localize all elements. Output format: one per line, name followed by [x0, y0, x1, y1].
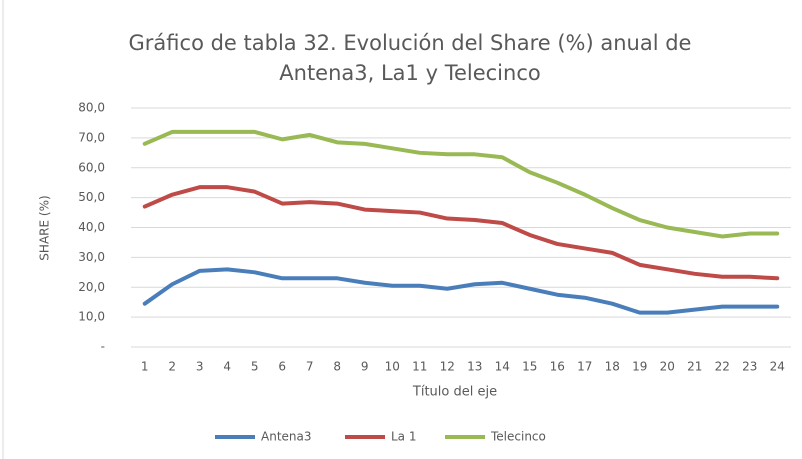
x-axis-label: Título del eje — [412, 385, 497, 400]
x-tick-label: 24 — [770, 360, 785, 374]
y-tick-label: 40,0 — [78, 220, 105, 234]
series-line — [142, 185, 780, 281]
y-tick-label: 30,0 — [78, 250, 105, 264]
y-tick-label: - — [101, 340, 105, 354]
y-tick-label: 20,0 — [78, 280, 105, 294]
x-tick-label: 8 — [333, 360, 341, 374]
legend-label: Antena3 — [261, 430, 312, 444]
x-tick-label: 2 — [168, 360, 176, 374]
x-tick-label: 21 — [687, 360, 702, 374]
x-tick-label: 4 — [223, 360, 231, 374]
chart-title: Gráfico de tabla 32. Evolución del Share… — [129, 31, 692, 55]
x-tick-label: 3 — [196, 360, 204, 374]
x-tick-label: 9 — [361, 360, 369, 374]
x-tick-label: 19 — [632, 360, 647, 374]
x-tick-label: 16 — [550, 360, 565, 374]
x-tick-label: 18 — [605, 360, 620, 374]
x-tick-label: 15 — [522, 360, 537, 374]
x-tick-label: 11 — [412, 360, 427, 374]
x-tick-label: 5 — [251, 360, 259, 374]
series-line — [142, 267, 780, 315]
x-tick-label: 20 — [660, 360, 675, 374]
x-tick-label: 6 — [278, 360, 286, 374]
y-tick-label: 70,0 — [78, 130, 105, 144]
x-tick-label: 12 — [440, 360, 455, 374]
x-tick-label: 1 — [141, 360, 149, 374]
y-tick-label: 80,0 — [78, 101, 105, 115]
x-tick-label: 23 — [742, 360, 757, 374]
y-tick-label: 10,0 — [78, 310, 105, 324]
series-line — [142, 129, 780, 239]
x-tick-label: 13 — [467, 360, 482, 374]
x-tick-label: 10 — [385, 360, 400, 374]
legend-label: Telecinco — [490, 430, 546, 444]
x-tick-label: 7 — [306, 360, 314, 374]
y-axis-label: SHARE (%) — [38, 195, 52, 260]
chart-title: Antena3, La1 y Telecinco — [279, 61, 540, 85]
y-tick-label: 50,0 — [78, 190, 105, 204]
legend-label: La 1 — [391, 430, 417, 444]
x-tick-label: 14 — [495, 360, 510, 374]
y-tick-label: 60,0 — [78, 160, 105, 174]
x-tick-label: 22 — [715, 360, 730, 374]
x-tick-label: 17 — [577, 360, 592, 374]
